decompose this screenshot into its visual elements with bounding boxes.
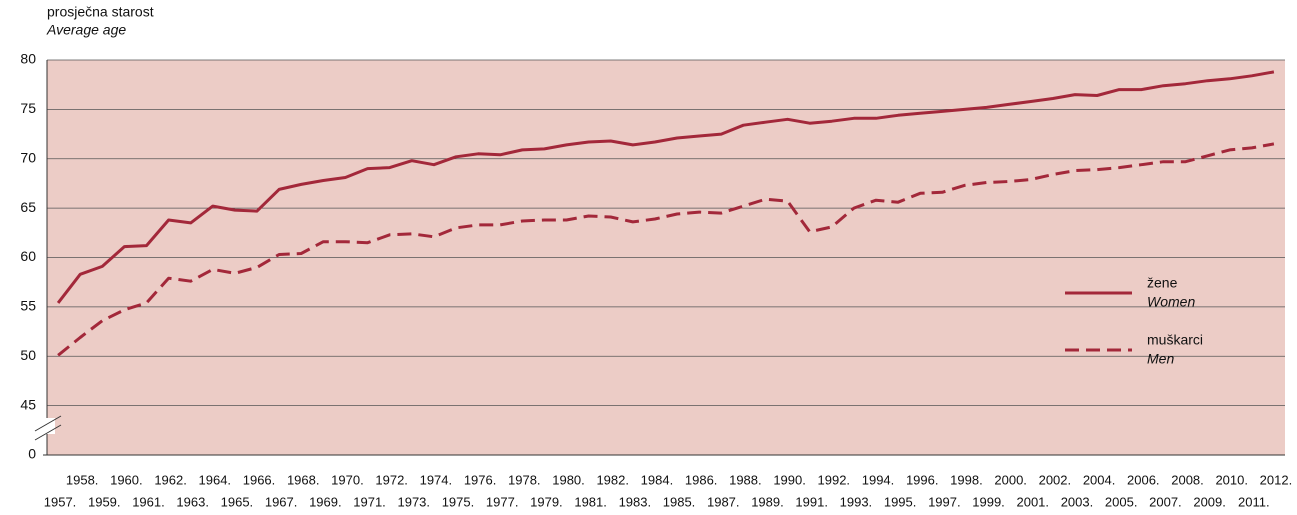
y-tick-label: 65 [20,199,36,215]
y-tick-label: 45 [20,396,36,412]
y-tick-label: 60 [20,248,36,264]
x-tick-label: 1972. [375,472,408,487]
x-tick-label: 1959. [88,494,121,509]
x-tick-label: 1989. [751,494,784,509]
y-tick-label: 50 [20,347,36,363]
x-tick-label: 1979. [530,494,563,509]
x-tick-label: 1963. [176,494,209,509]
x-tick-label: 1983. [619,494,652,509]
legend-label: žene [1147,275,1178,291]
x-tick-label: 1982. [596,472,629,487]
x-tick-label: 1988. [729,472,762,487]
x-tick-label: 1960. [110,472,143,487]
x-tick-label: 2000. [994,472,1027,487]
x-tick-label: 2008. [1171,472,1204,487]
x-tick-label: 1992. [818,472,851,487]
legend-label-en: Men [1147,351,1174,367]
x-tick-label: 1976. [464,472,497,487]
x-tick-label: 1990. [773,472,806,487]
y-tick-label: 80 [20,51,36,67]
line-series [56,70,1275,304]
x-tick-label: 1996. [906,472,939,487]
x-tick-label: 1994. [862,472,895,487]
x-tick-label: 2010. [1215,472,1248,487]
x-tick-label: 1997. [928,494,961,509]
legend-label: muškarci [1147,332,1203,348]
x-tick-label: 1993. [840,494,873,509]
x-tick-label: 1998. [950,472,983,487]
x-tick-label: 2012. [1260,472,1293,487]
x-tick-label: 1999. [972,494,1005,509]
x-tick-label: 1985. [663,494,696,509]
x-tick-label: 2011. [1238,494,1270,509]
x-tick-label: 1965. [221,494,254,509]
x-tick-label: 2009. [1193,494,1226,509]
x-tick-label: 1961. [132,494,165,509]
x-tick-label: 1971. [353,494,386,509]
x-tick-label: 1970. [331,472,364,487]
y-tick-label: 0 [28,446,36,462]
x-tick-label: 1980. [552,472,585,487]
x-tick-label: 1975. [442,494,475,509]
x-tick-label: 2005. [1105,494,1138,509]
x-tick-label: 1978. [508,472,541,487]
y-axis-label: prosječna starost [47,4,154,20]
y-axis-label-en: Average age [46,22,126,38]
x-tick-label: 2006. [1127,472,1160,487]
x-tick-label: 1957. [44,494,77,509]
x-tick-label: 1974. [420,472,453,487]
x-tick-label: 1984. [641,472,674,487]
x-tick-label: 1986. [685,472,718,487]
x-tick-label: 1977. [486,494,519,509]
legend-label-en: Women [1147,294,1195,310]
x-tick-label: 1966. [243,472,276,487]
axis-break [34,415,62,432]
x-tick-label: 2002. [1039,472,1072,487]
x-tick-label: 1987. [707,494,740,509]
x-tick-label: 1968. [287,472,320,487]
y-tick-label: 70 [20,149,36,165]
x-tick-label: 1969. [309,494,342,509]
x-tick-label: 2007. [1149,494,1182,509]
x-tick-label: 1981. [574,494,607,509]
y-tick-label: 55 [20,298,36,314]
x-tick-label: 1964. [199,472,232,487]
x-tick-label: 2001. [1016,494,1049,509]
x-tick-label: 1967. [265,494,298,509]
line-series [57,142,1275,357]
x-tick-label: 1991. [795,494,828,509]
x-tick-label: 1973. [397,494,430,509]
x-tick-label: 1958. [66,472,99,487]
x-tick-label: 1995. [884,494,917,509]
x-tick-label: 2003. [1061,494,1094,509]
x-tick-label: 1962. [154,472,187,487]
y-tick-label: 75 [20,100,36,116]
x-tick-label: 2004. [1083,472,1116,487]
axis-break [34,424,62,441]
